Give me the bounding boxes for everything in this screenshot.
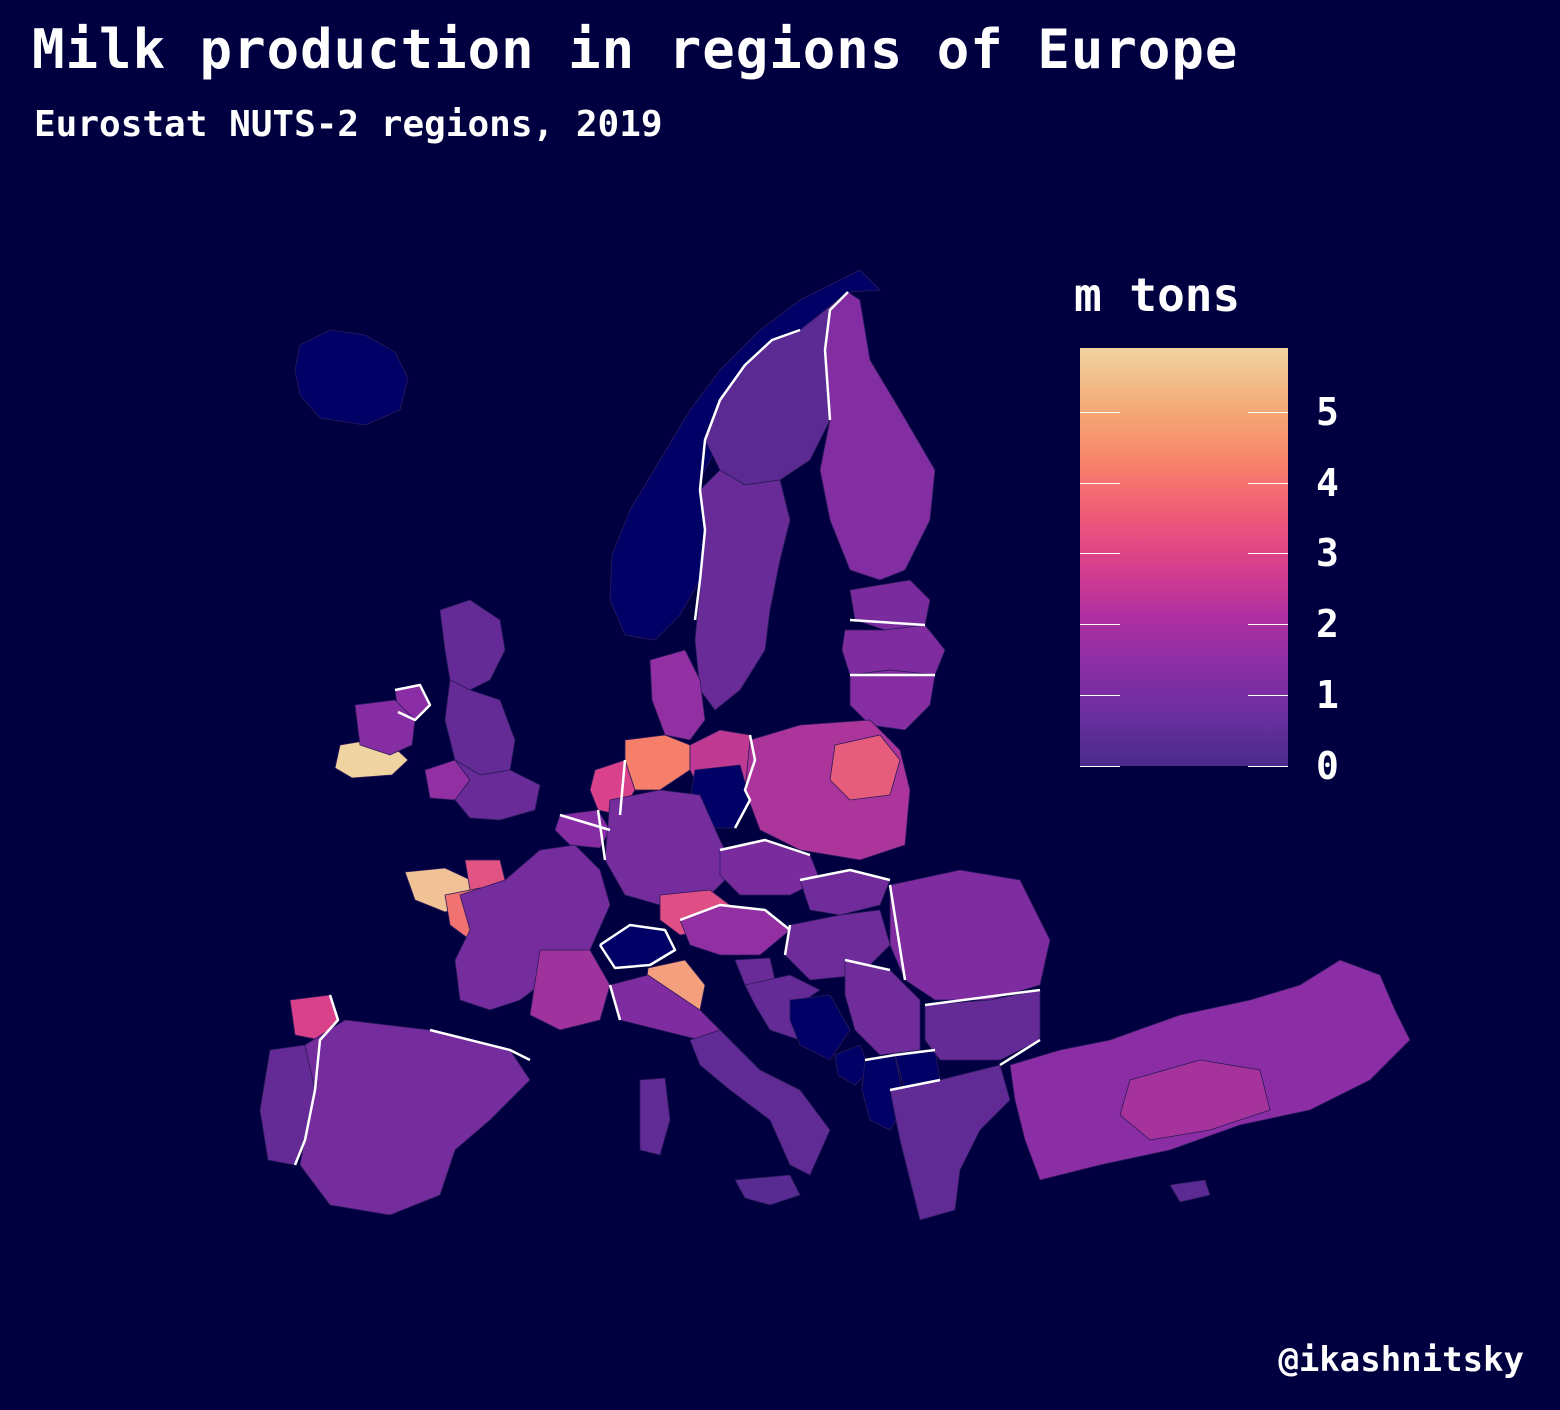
country-border-line [618, 759, 627, 816]
region-sicily [734, 1174, 801, 1206]
country-border-line [889, 1078, 941, 1092]
country-border-line [864, 1048, 936, 1062]
country-border-line [679, 903, 791, 931]
legend-tick-label: 5 [1316, 389, 1339, 434]
map-subtitle: Eurostat NUTS-2 regions, 2019 [34, 104, 663, 145]
region-greece [889, 1064, 1011, 1221]
country-border-line [394, 683, 432, 722]
region-iceland [294, 329, 409, 426]
country-border-line [849, 618, 926, 627]
country-border-line [783, 924, 792, 956]
legend-tick-label: 4 [1316, 460, 1339, 505]
legend-tick-mark [1248, 695, 1288, 697]
region-france-east [529, 949, 611, 1031]
region-bulgaria [924, 989, 1041, 1061]
country-border-line [733, 734, 757, 829]
legend-title: m tons [1074, 268, 1241, 322]
region-hungary [784, 909, 891, 981]
country-border-line [844, 958, 891, 972]
legend-tick-mark [1080, 553, 1120, 555]
legend-tick-mark [1080, 411, 1120, 413]
legend-tick-mark [1248, 553, 1288, 555]
region-spain [299, 1019, 531, 1216]
region-sweden-south [694, 469, 791, 711]
region-turkey-central [1119, 1059, 1271, 1141]
region-england-south [454, 759, 541, 821]
country-border-line [598, 923, 677, 970]
region-italy-south [689, 1029, 831, 1176]
legend-tick-label: 0 [1316, 744, 1339, 788]
legend-tick-mark [1080, 695, 1120, 697]
country-border-line [924, 988, 1041, 1007]
legend-tick-mark [1248, 624, 1288, 626]
legend-tick-mark [1248, 766, 1288, 767]
author-caption: @ikashnitsky [1278, 1340, 1524, 1380]
map-title: Milk production in regions of Europe [32, 18, 1239, 81]
legend-color-bar [1080, 348, 1288, 766]
legend-tick-mark [1080, 766, 1120, 767]
country-borders [293, 291, 1041, 1166]
legend-tick-mark [1080, 482, 1120, 484]
region-latvia [841, 624, 946, 676]
regions-layer [259, 269, 1411, 1221]
region-bosnia [789, 994, 851, 1061]
country-border-line [799, 868, 891, 882]
legend-tick-label: 3 [1316, 531, 1339, 576]
region-montenegro [834, 1044, 871, 1086]
legend-tick-mark [1248, 411, 1288, 413]
country-border-line [429, 1028, 531, 1062]
legend-tick-label: 2 [1316, 602, 1339, 647]
region-lithuania [849, 669, 936, 731]
legend-tick-mark [1080, 624, 1120, 626]
region-cyprus [1169, 1179, 1211, 1203]
region-mazowieckie [829, 734, 901, 801]
region-finland [819, 291, 936, 581]
region-romania [889, 869, 1051, 1001]
country-border-line [888, 884, 907, 981]
region-germany-north [624, 734, 691, 791]
region-denmark [649, 649, 706, 741]
country-border-line [293, 994, 340, 1166]
legend-tick-mark [1248, 482, 1288, 484]
country-border-line [999, 1038, 1041, 1067]
region-sardinia [639, 1077, 671, 1156]
legend-tick-label: 1 [1316, 673, 1339, 718]
region-germany-central [604, 789, 736, 906]
country-border-line [596, 809, 607, 861]
region-serbia [844, 959, 921, 1056]
country-border-line [823, 291, 849, 421]
region-scotland [439, 599, 506, 691]
country-border-line [693, 328, 801, 621]
country-border-line [608, 984, 622, 1021]
country-border-line [719, 838, 811, 857]
